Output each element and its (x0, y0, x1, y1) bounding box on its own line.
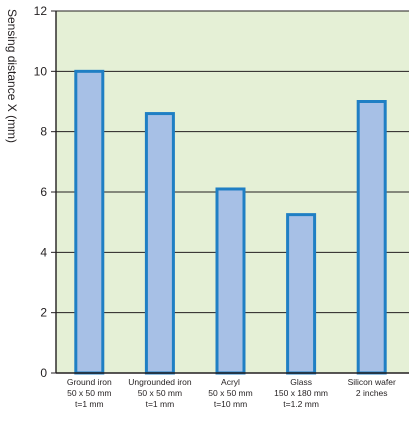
y-tick-label: 12 (34, 4, 48, 18)
x-category-label: Ground iron 50 x 50 mm t=1 mm (67, 377, 112, 409)
x-category-label: Silicon wafer 2 inches (348, 377, 396, 398)
y-tick-label: 2 (40, 306, 47, 320)
y-axis-label: Sensing distance X (mm) (5, 9, 19, 143)
bar (74, 69, 105, 375)
x-category-label: Acryl 50 x 50 mm t=10 mm (208, 377, 252, 409)
y-tick-labels: 0 2 4 6 8 10 12 (34, 4, 48, 380)
bar (215, 187, 246, 375)
x-category-labels: Ground iron 50 x 50 mm t=1 mm Ungrounded ir… (67, 377, 396, 409)
bar (286, 213, 317, 375)
bar (356, 100, 387, 375)
bar (144, 112, 175, 375)
y-tick-label: 6 (40, 185, 47, 199)
x-category-label: Ungrounded iron 50 x 50 mm t=1 mm (128, 377, 192, 409)
axes (55, 11, 409, 374)
y-tick-label: 10 (34, 64, 48, 78)
y-tick-label: 8 (40, 125, 47, 139)
x-category-label: Glass 150 x 180 mm t=1.2 mm (274, 377, 328, 409)
y-tick-label: 4 (40, 245, 47, 259)
y-tick-label: 0 (40, 366, 47, 380)
